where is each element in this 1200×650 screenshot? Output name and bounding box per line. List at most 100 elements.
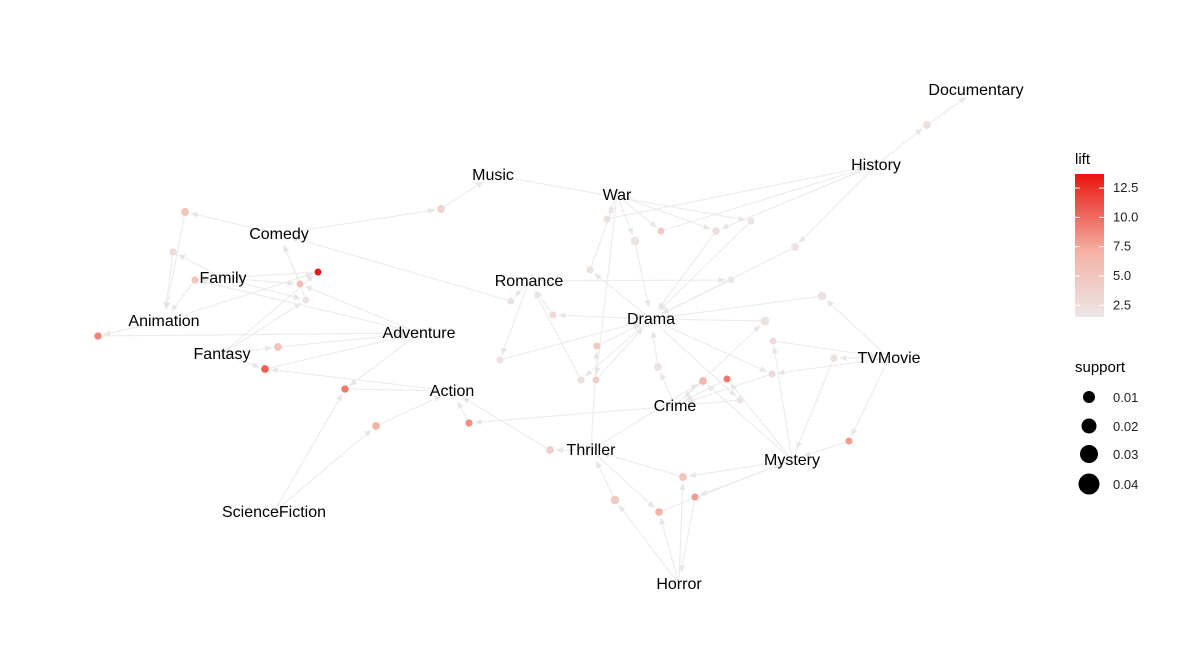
rule-node-r20 [341,385,349,393]
support-key-label: 0.01 [1113,390,1138,405]
edge-comedy-r3 [190,211,280,235]
edge-history-r1 [875,128,923,166]
rule-node-r21 [372,422,380,430]
edge-adventure-r11 [304,285,420,334]
genre-label-sciencefiction: ScienceFiction [222,504,326,521]
lift-legend-ticks: 12.5 10.0 7.5 5.0 2.5 [1075,180,1138,312]
support-key-circle [1080,445,1098,463]
rule-node-r26 [549,311,557,319]
edge-sciencefiction-r20 [273,393,343,513]
edge-mystery-r29 [730,382,793,461]
edge-r20-action [344,387,441,394]
edge-r6-history [660,167,865,232]
edge-history-r9 [798,164,877,244]
genre-label-music: Music [472,167,514,184]
edge-r21-action [375,395,442,427]
edge-mystery-r33 [688,459,793,479]
rule-node-r29 [723,375,731,383]
edge-family-r4 [177,254,224,279]
rule-node-r18 [261,365,269,373]
edge-r31-mystery [796,357,835,450]
rule-node-r35 [655,508,663,516]
edge-r36-horror [679,496,696,573]
edge-r12-comedy [283,244,307,301]
edge-r34-thriller [595,460,616,501]
rule-node-r2 [437,205,445,213]
edge-r27-drama [596,323,641,347]
genre-label-fantasy: Fantasy [194,346,251,363]
edge-drama-r43 [593,273,652,320]
edge-r5-drama [634,240,651,308]
rule-node-r34 [610,495,620,505]
genre-label-action: Action [430,383,474,400]
support-legend-title: support [1075,359,1126,376]
edge-horror-r35 [659,517,680,585]
edge-thriller-r35 [590,449,656,509]
edge-r4-animation [163,251,174,310]
support-key-circle [1081,418,1097,434]
lift-tick-label: 2.5 [1113,297,1131,312]
edge-family-r12 [222,277,301,300]
edge-tvmovie-r14 [826,299,890,359]
edge-drama-r26 [558,312,652,320]
edge-crime-r24 [659,372,676,407]
rule-node-r1 [923,121,931,129]
lift-tick-label: 12.5 [1113,180,1138,195]
edge-r25-comedy [290,236,512,302]
rule-node-r39 [592,376,600,384]
lift-tick-label: 5.0 [1113,268,1131,283]
edge-r1-documentary [926,96,967,126]
rule-node-r27 [593,342,601,350]
support-legend-keys: 0.01 0.02 0.03 0.04 [1078,390,1138,495]
genre-label-layer: Documentary History Music War Comedy Family Ro… [128,82,1023,593]
edge-comedy-r2 [278,207,436,235]
genre-label-crime: Crime [654,398,697,415]
edge-thriller-r27 [590,351,600,451]
genre-label-animation: Animation [128,313,199,330]
edge-r30-crime [686,373,773,403]
edge-fantasy-r18 [221,353,260,368]
edge-horror-r34 [618,504,680,585]
support-key-label: 0.04 [1113,477,1138,492]
rule-node-r42 [736,396,744,404]
edge-r38-history [606,165,865,220]
legend: lift 12.510.07.55.02.5 support 0.010.020… [1075,151,1138,495]
rule-node-r37 [577,376,585,384]
edge-r23-action [461,396,551,451]
edge-music-r8 [492,174,746,222]
edge-r17-adventure [277,331,408,348]
genre-label-adventure: Adventure [383,325,456,342]
rule-node-r11 [296,280,304,288]
edge-r16-adventure [97,330,408,337]
edge-r8-drama [659,220,752,311]
lift-tick-label: 7.5 [1113,239,1131,254]
genre-label-comedy: Comedy [249,226,309,243]
rule-node-r30 [768,370,776,378]
genre-label-history: History [851,157,901,174]
rule-node-r5 [630,236,640,246]
edge-fantasy-r17 [221,345,273,355]
edge-history-r7 [721,164,877,230]
rule-node-r12 [302,296,310,304]
rule-node-r36 [691,493,699,501]
edge-tvmovie-r30 [777,357,890,376]
edge-drama-r30 [650,318,768,373]
edge-animation-r16 [103,320,165,337]
edge-r33-thriller [602,452,684,478]
rule-node-layer [94,121,931,516]
rule-node-r22 [465,419,473,427]
edge-r41-drama [499,320,640,361]
genre-label-documentary: Documentary [928,82,1023,99]
rule-node-r6 [657,227,665,235]
edge-r37-romance [534,291,582,381]
rule-node-r43 [586,266,594,274]
edge-war-r7 [616,194,711,230]
edge-r3-animation [164,211,186,310]
rule-node-r28 [699,377,707,385]
edge-thriller-r28 [590,383,699,451]
support-key-label: 0.02 [1113,419,1138,434]
edge-r24-drama [650,330,659,368]
edge-tvmovie-r32 [850,357,890,437]
